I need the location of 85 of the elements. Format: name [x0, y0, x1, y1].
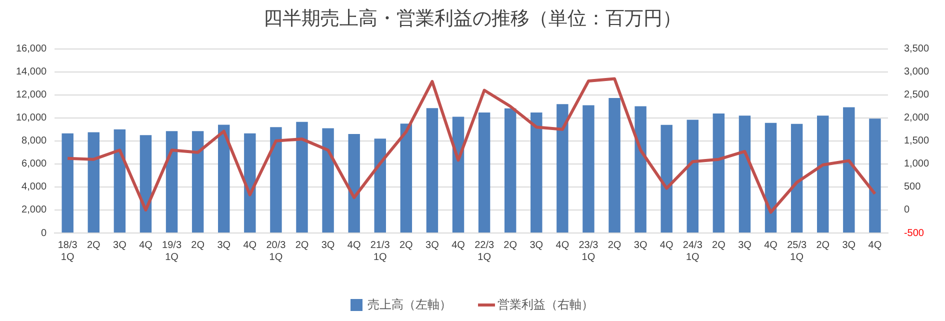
y-tick-label: 0: [41, 228, 48, 239]
x-tick-label: 4Q: [556, 240, 570, 251]
bar: [270, 127, 282, 232]
bar: [452, 116, 464, 232]
bar: [374, 138, 386, 232]
y-tick-label: 12,000: [16, 90, 48, 101]
x-tick-label: 2Q: [712, 240, 726, 251]
y2-tick-label: 500: [904, 182, 922, 193]
y2-tick-label: 1,500: [904, 136, 930, 147]
bar: [608, 98, 620, 232]
bar: [478, 112, 490, 232]
y-tick-label: 6,000: [22, 158, 48, 170]
bar: [817, 116, 829, 232]
x-tick-label: 4Q: [868, 240, 882, 251]
bar: [764, 122, 777, 232]
x-tick-label: 3Q: [217, 240, 231, 251]
x-tick-label: 4Q: [139, 240, 153, 251]
x-tick-label: 3Q: [530, 240, 544, 251]
bar: [790, 124, 803, 232]
x-tick-label: 3Q: [634, 240, 648, 251]
bar: [426, 108, 438, 232]
bar: [140, 135, 152, 232]
x-tick-label: 19/3 1Q: [162, 240, 182, 263]
x-tick-label: 21/3 1Q: [370, 240, 390, 263]
y2-tick-label: -500: [904, 228, 924, 239]
x-tick-label: 4Q: [660, 240, 674, 251]
y-tick-label: 8,000: [22, 136, 48, 147]
bar: [88, 132, 100, 232]
y2-tick-label: 3,000: [904, 66, 930, 78]
y2-tick-label: 2,500: [904, 90, 930, 101]
x-tick-label: 4Q: [347, 240, 361, 251]
y2-tick-label: 0: [904, 204, 910, 216]
x-tick-label: 25/3 1Q: [787, 240, 807, 263]
bar: [296, 122, 308, 232]
x-tick-label: 24/3 1Q: [682, 240, 703, 263]
y-tick-label: 2,000: [22, 204, 48, 216]
x-tick-label: 23/3 1Q: [578, 240, 599, 263]
x-tick-label: 22/3 1Q: [474, 240, 494, 263]
bar: [556, 104, 568, 232]
bar: [686, 120, 699, 232]
x-tick-label: 2Q: [191, 240, 205, 251]
bar: [244, 133, 256, 232]
y-tick-label: 16,000: [16, 44, 48, 55]
x-tick-label: 4Q: [764, 240, 778, 251]
y2-tick-label: 2,000: [904, 112, 930, 124]
bar: [634, 106, 646, 232]
bar: [530, 112, 542, 232]
bar: [218, 124, 230, 232]
bar: [869, 118, 881, 232]
bar: [400, 124, 412, 232]
bar: [738, 116, 751, 232]
x-tick-label: 2Q: [504, 240, 518, 251]
bar: [114, 129, 126, 232]
x-tick-label: 2Q: [295, 240, 309, 251]
bar: [712, 114, 725, 232]
legend-label: 営業利益（右軸）: [498, 297, 594, 312]
legend-label: 売上高（左軸）: [368, 297, 452, 312]
x-tick-label: 3Q: [321, 240, 335, 251]
y-tick-label: 14,000: [16, 66, 48, 78]
bar: [660, 124, 672, 232]
bar: [348, 134, 360, 232]
bar: [166, 131, 178, 232]
x-tick-label: 3Q: [113, 240, 127, 251]
x-tick-label: 3Q: [738, 240, 752, 251]
x-tick-label: 3Q: [842, 240, 856, 251]
y2-tick-label: 3,500: [904, 44, 930, 55]
bar: [504, 108, 516, 232]
y-tick-label: 10,000: [16, 112, 48, 124]
bar: [582, 105, 594, 232]
chart-title: 四半期売上高・営業利益の推移（単位：百万円）: [264, 7, 682, 30]
bar: [843, 107, 855, 232]
x-tick-label: 3Q: [426, 240, 440, 251]
bar: [62, 133, 74, 232]
x-tick-label: 4Q: [452, 240, 466, 251]
x-tick-label: 20/3 1Q: [266, 240, 286, 263]
x-tick-label: 18/3 1Q: [58, 240, 78, 263]
bar: [322, 128, 334, 232]
x-tick-label: 2Q: [816, 240, 830, 251]
y-tick-label: 4,000: [22, 182, 48, 193]
x-tick-label: 2Q: [86, 240, 101, 251]
x-tick-label: 4Q: [243, 240, 257, 251]
bar: [192, 131, 204, 232]
x-tick-label: 2Q: [400, 240, 414, 251]
y2-tick-label: 1,000: [904, 158, 930, 170]
x-tick-label: 2Q: [608, 240, 622, 251]
